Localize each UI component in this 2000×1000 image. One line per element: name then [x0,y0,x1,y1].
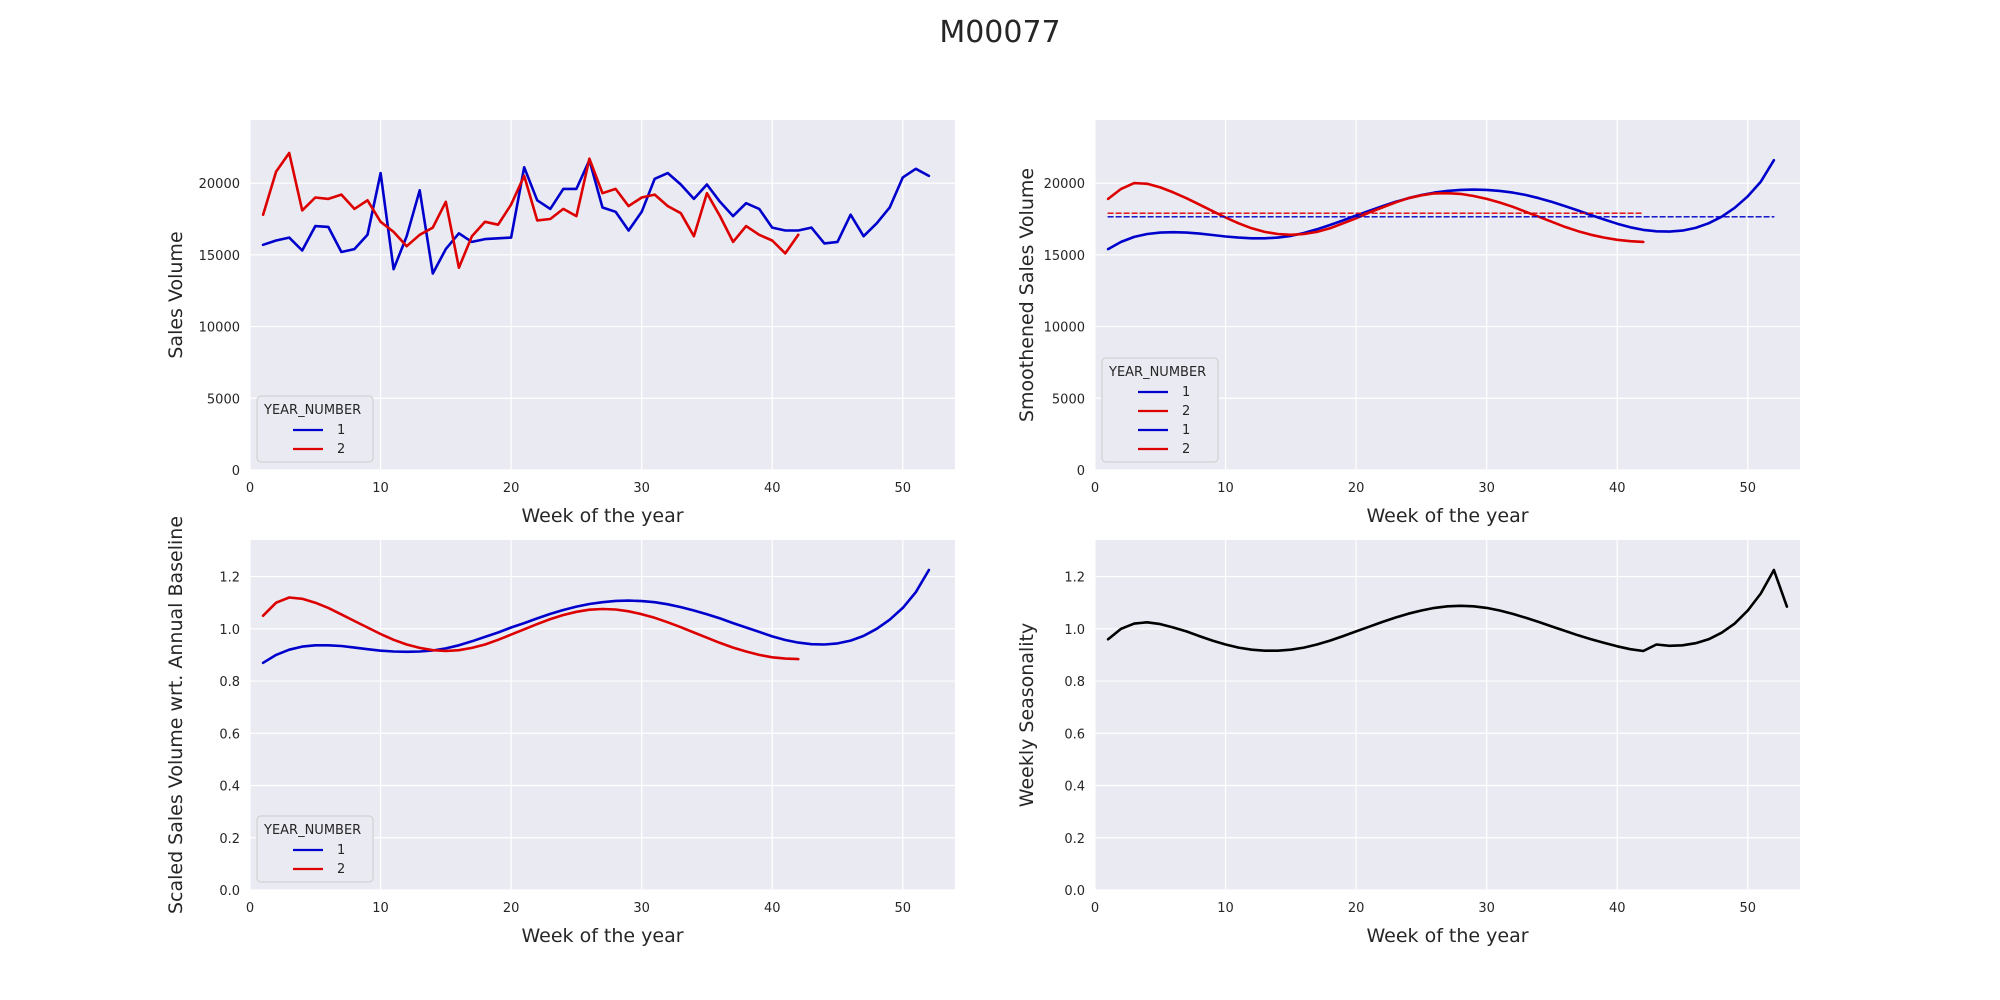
x-tick-label: 0 [246,481,254,496]
series-line-seasonality [1106,568,1789,653]
y-tick-label: 0.2 [1064,832,1085,847]
x-tick-label: 40 [764,481,781,496]
x-tick-label: 20 [1348,901,1365,916]
y-tick-label: 15000 [1044,249,1085,264]
y-tick-label: 10000 [199,321,240,336]
x-tick-label: 10 [372,901,389,916]
y-tick-label: 1.0 [1064,623,1085,638]
series-line-2 [1106,181,1645,244]
chart-panel-2: 0 10 20 30 40 50 0 5000 10000 15000 20000 Week of t… [1016,120,1800,527]
legend: YEAR_NUMBER 1 2 [256,395,374,463]
series-line-1 [261,158,931,275]
legend-title: YEAR_NUMBER [263,823,361,838]
legend-entry-label: 1 [337,423,345,438]
chart-panel-4: 0 10 20 30 40 50 0.0 0.2 0.4 0.6 0.8 1.0 1.2 Week of … [1016,540,1800,947]
x-tick-label: 10 [1217,901,1234,916]
y-axis-label: Sales Volume [165,231,187,358]
series-line-2 [261,151,800,270]
chart-panel-1: 0 10 20 30 40 50 0 5000 10000 15000 20000 Week of t… [165,120,955,527]
legend-entry-label: 2 [1182,404,1190,419]
x-tick-label: 0 [1091,481,1099,496]
y-tick-label: 10000 [1044,321,1085,336]
y-tick-label: 0.4 [1064,780,1085,795]
series-line-2 [261,596,800,661]
y-axis-label: Weekly Seasonality [1016,623,1038,807]
y-tick-label: 1.2 [219,571,240,586]
x-tick-label: 30 [1478,481,1495,496]
legend-entry-label: 2 [1182,442,1190,457]
y-tick-label: 5000 [207,392,240,407]
x-axis-label: Week of the year [521,505,683,527]
x-tick-label: 40 [1609,901,1626,916]
series-line-1 [1106,158,1776,251]
y-tick-label: 20000 [1044,177,1085,192]
legend-entry-label: 1 [1182,385,1190,400]
y-tick-label: 1.0 [219,623,240,638]
y-tick-label: 0.0 [1064,884,1085,899]
legend-title: YEAR_NUMBER [1108,365,1206,380]
legend-entry-label: 1 [337,843,345,858]
x-axis-label: Week of the year [1366,505,1528,527]
y-tick-label: 5000 [1052,392,1085,407]
x-tick-label: 40 [764,901,781,916]
legend-entry-label: 2 [337,862,345,877]
x-tick-label: 30 [633,901,650,916]
y-tick-label: 0 [232,464,240,479]
x-tick-label: 50 [895,901,912,916]
figure-title: M00077 [939,15,1060,50]
legend: YEAR_NUMBER 1 2 [256,815,374,883]
x-axis-label: Week of the year [521,925,683,947]
y-tick-label: 0.8 [219,675,240,690]
y-tick-label: 0.4 [219,780,240,795]
legend-entry-label: 2 [337,442,345,457]
y-tick-label: 0.0 [219,884,240,899]
x-tick-label: 50 [1740,481,1757,496]
chart-panel-3: 0 10 20 30 40 50 0.0 0.2 0.4 0.6 0.8 1.0 1.2 Week of … [165,516,955,947]
y-tick-label: 0 [1077,464,1085,479]
y-tick-label: 0.6 [1064,727,1085,742]
plot-area [1095,540,1800,890]
x-tick-label: 30 [1478,901,1495,916]
y-tick-label: 0.6 [219,727,240,742]
y-tick-label: 0.2 [219,832,240,847]
x-tick-label: 30 [633,481,650,496]
y-tick-label: 15000 [199,249,240,264]
x-tick-label: 50 [895,481,912,496]
x-tick-label: 20 [503,481,520,496]
x-tick-label: 0 [246,901,254,916]
y-tick-label: 0.8 [1064,675,1085,690]
y-tick-label: 1.2 [1064,571,1085,586]
y-tick-label: 20000 [199,177,240,192]
x-tick-label: 0 [1091,901,1099,916]
legend-entry-label: 1 [1182,423,1190,438]
x-tick-label: 10 [1217,481,1234,496]
y-axis-label: Scaled Sales Volume wrt. Annual Baseline [165,516,187,914]
legend-title: YEAR_NUMBER [263,403,361,418]
y-axis-label: Smoothened Sales Volume [1016,168,1038,422]
x-tick-label: 20 [1348,481,1365,496]
legend: YEAR_NUMBER 1 2 1 2 [1101,357,1219,463]
x-axis-label: Week of the year [1366,925,1528,947]
x-tick-label: 10 [372,481,389,496]
x-tick-label: 50 [1740,901,1757,916]
x-tick-label: 20 [503,901,520,916]
series-line-1 [261,568,931,665]
x-tick-label: 40 [1609,481,1626,496]
